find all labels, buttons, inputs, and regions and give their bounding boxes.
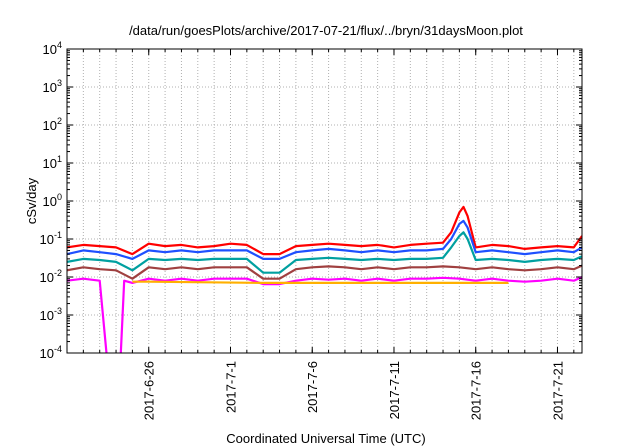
series-line-3 [67,231,582,274]
x-tick-label: 2017-7-16 [469,361,484,420]
y-axis-label: cSv/day [24,177,39,224]
y-tick-label: 10-1 [40,230,62,247]
x-tick-label: 2017-6-26 [142,361,157,420]
y-tick-label: 10-2 [40,268,62,285]
axis-ticks: 10-4 10-3 10-2 10-1 100 101 102 103 104 2017-6-26… [40,40,582,420]
y-tick-label: 104 [43,40,62,57]
y-tick-label: 101 [43,154,62,171]
grid [67,49,582,353]
x-tick-label: 2017-7-1 [223,361,238,413]
x-tick-label: 2017-7-6 [305,361,320,413]
x-axis-label: Coordinated Universal Time (UTC) [226,431,425,446]
x-tick-label: 2017-7-11 [387,361,402,419]
y-tick-label: 10-3 [40,306,62,323]
series-line-2 [67,219,582,260]
y-tick-label: 102 [43,116,62,133]
series-layer [67,205,582,353]
y-tick-label: 103 [43,78,62,95]
chart-title: /data/run/goesPlots/archive/2017-07-21/f… [129,23,523,38]
series-line-6 [132,280,509,284]
x-tick-label: 2017-7-21 [550,361,565,420]
series-line-5 [67,275,582,353]
series-line-1 [67,205,582,256]
series-line-4 [67,264,582,280]
y-tick-label: 100 [43,192,62,209]
y-tick-label: 10-4 [40,344,62,361]
